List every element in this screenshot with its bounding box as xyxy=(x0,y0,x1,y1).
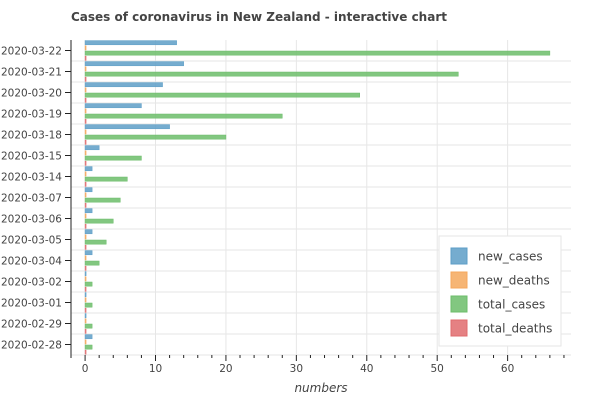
bar-total_cases-2020-03-07[interactable] xyxy=(84,197,121,203)
legend-swatch-total_cases[interactable] xyxy=(450,295,468,313)
y-tick-label: 2020-03-19 xyxy=(1,109,62,121)
bar-new_deaths-2020-03-02[interactable] xyxy=(84,276,87,282)
bar-new_cases-2020-03-04[interactable] xyxy=(84,250,93,256)
bar-total_deaths-2020-03-07[interactable] xyxy=(84,202,87,208)
bars xyxy=(84,40,551,355)
bar-total_deaths-2020-03-01[interactable] xyxy=(84,307,87,313)
bar-new_deaths-2020-03-05[interactable] xyxy=(84,234,87,240)
bar-new_deaths-2020-03-21[interactable] xyxy=(84,66,87,72)
bar-new_deaths-2020-02-29[interactable] xyxy=(84,318,87,324)
bar-total_deaths-2020-03-18[interactable] xyxy=(84,139,87,145)
bar-total_deaths-2020-03-20[interactable] xyxy=(84,97,87,103)
x-tick-label: 60 xyxy=(501,363,514,375)
bar-total_cases-2020-03-21[interactable] xyxy=(84,71,459,77)
bar-new_cases-2020-02-29[interactable] xyxy=(84,313,87,319)
y-tick-label: 2020-02-28 xyxy=(1,340,62,352)
x-axis-label: numbers xyxy=(294,381,347,395)
y-tick-label: 2020-03-14 xyxy=(1,172,62,184)
legend-swatch-new_deaths[interactable] xyxy=(450,271,468,289)
bar-new_deaths-2020-03-07[interactable] xyxy=(84,192,87,198)
y-tick-label: 2020-03-20 xyxy=(1,88,62,100)
x-tick-label: 50 xyxy=(431,363,444,375)
bar-total_deaths-2020-03-21[interactable] xyxy=(84,76,87,82)
bar-total_cases-2020-03-04[interactable] xyxy=(84,260,100,266)
bar-new_deaths-2020-03-14[interactable] xyxy=(84,171,87,177)
chart-title: Cases of coronavirus in New Zealand - in… xyxy=(71,10,447,24)
bar-new_deaths-2020-03-15[interactable] xyxy=(84,150,87,156)
bar-new_deaths-2020-03-04[interactable] xyxy=(84,255,87,261)
legend-label-total_deaths[interactable]: total_deaths xyxy=(478,322,552,336)
bar-new_deaths-2020-03-18[interactable] xyxy=(84,129,87,135)
y-tick-label: 2020-03-04 xyxy=(1,256,62,268)
x-tick-label: 10 xyxy=(149,363,162,375)
bar-total_cases-2020-02-29[interactable] xyxy=(84,323,93,329)
bar-new_cases-2020-03-01[interactable] xyxy=(84,292,87,298)
bar-new_cases-2020-03-21[interactable] xyxy=(84,61,184,67)
y-tick-label: 2020-03-15 xyxy=(1,151,62,163)
bar-total_cases-2020-03-18[interactable] xyxy=(84,134,227,140)
y-tick-label: 2020-03-02 xyxy=(1,277,62,289)
bar-new_deaths-2020-03-20[interactable] xyxy=(84,87,87,93)
y-tick-label: 2020-03-01 xyxy=(1,298,62,310)
legend-label-total_cases[interactable]: total_cases xyxy=(478,298,545,312)
bar-total_deaths-2020-03-02[interactable] xyxy=(84,286,87,292)
legend-swatch-new_cases[interactable] xyxy=(450,247,468,265)
bar-new_deaths-2020-03-01[interactable] xyxy=(84,297,87,303)
y-tick-label: 2020-03-22 xyxy=(1,46,62,58)
bar-new_deaths-2020-02-28[interactable] xyxy=(84,339,87,345)
y-tick-label: 2020-02-29 xyxy=(1,319,62,331)
bar-total_deaths-2020-03-14[interactable] xyxy=(84,181,87,187)
legend-swatch-total_deaths[interactable] xyxy=(450,319,468,337)
y-tick-label: 2020-03-05 xyxy=(1,235,62,247)
bar-new_deaths-2020-03-22[interactable] xyxy=(84,45,87,51)
bar-new_cases-2020-03-02[interactable] xyxy=(84,271,87,277)
bar-total_cases-2020-03-22[interactable] xyxy=(84,50,551,56)
grid xyxy=(71,40,571,355)
legend-label-new_deaths[interactable]: new_deaths xyxy=(478,274,550,288)
bar-total_deaths-2020-03-06[interactable] xyxy=(84,223,87,229)
bar-total_deaths-2020-02-28[interactable] xyxy=(84,349,87,355)
legend-label-new_cases[interactable]: new_cases xyxy=(478,250,543,264)
bar-new_cases-2020-03-07[interactable] xyxy=(84,187,93,193)
bar-total_cases-2020-03-02[interactable] xyxy=(84,281,93,287)
y-tick-label: 2020-03-21 xyxy=(1,67,62,79)
y-tick-label: 2020-03-18 xyxy=(1,130,62,142)
legend[interactable]: new_cases new_deaths total_cases total_deat… xyxy=(438,235,562,347)
bar-total_deaths-2020-03-05[interactable] xyxy=(84,244,87,250)
bar-total_deaths-2020-03-19[interactable] xyxy=(84,118,87,124)
bar-total_cases-2020-03-14[interactable] xyxy=(84,176,128,182)
y-tick-label: 2020-03-06 xyxy=(1,214,62,226)
bar-new_cases-2020-03-20[interactable] xyxy=(84,82,163,88)
bar-total_cases-2020-03-01[interactable] xyxy=(84,302,93,308)
axes xyxy=(65,40,571,361)
bar-total_deaths-2020-03-15[interactable] xyxy=(84,160,87,166)
x-tick-label: 30 xyxy=(290,363,303,375)
bar-new_cases-2020-03-14[interactable] xyxy=(84,166,93,172)
x-tick-label: 20 xyxy=(219,363,232,375)
bar-total_cases-2020-03-06[interactable] xyxy=(84,218,114,224)
x-tick-label: 40 xyxy=(360,363,373,375)
bar-total_cases-2020-03-05[interactable] xyxy=(84,239,107,245)
bar-new_cases-2020-03-15[interactable] xyxy=(84,145,100,151)
bar-new_cases-2020-03-05[interactable] xyxy=(84,229,93,235)
bar-new_cases-2020-03-06[interactable] xyxy=(84,208,93,214)
x-tick-label: 0 xyxy=(82,363,89,375)
bar-new_cases-2020-03-19[interactable] xyxy=(84,103,142,109)
bar-total_deaths-2020-02-29[interactable] xyxy=(84,328,87,334)
bar-new_deaths-2020-03-19[interactable] xyxy=(84,108,87,114)
bar-new_cases-2020-03-18[interactable] xyxy=(84,124,170,130)
bar-total_deaths-2020-03-22[interactable] xyxy=(84,55,87,61)
bar-total_cases-2020-03-15[interactable] xyxy=(84,155,142,161)
bar-total_cases-2020-02-28[interactable] xyxy=(84,344,93,350)
bar-total_deaths-2020-03-04[interactable] xyxy=(84,265,87,271)
bar-total_cases-2020-03-20[interactable] xyxy=(84,92,360,98)
bar-new_deaths-2020-03-06[interactable] xyxy=(84,213,87,219)
bar-new_cases-2020-02-28[interactable] xyxy=(84,334,93,340)
bar-new_cases-2020-03-22[interactable] xyxy=(84,40,177,46)
y-tick-labels: 2020-03-22 2020-03-21 2020-03-20 2020-03-19… xyxy=(1,46,62,352)
bar-total_cases-2020-03-19[interactable] xyxy=(84,113,283,119)
x-tick-labels: 0 10 20 30 40 50 60 xyxy=(82,363,515,375)
y-tick-label: 2020-03-07 xyxy=(1,193,62,205)
